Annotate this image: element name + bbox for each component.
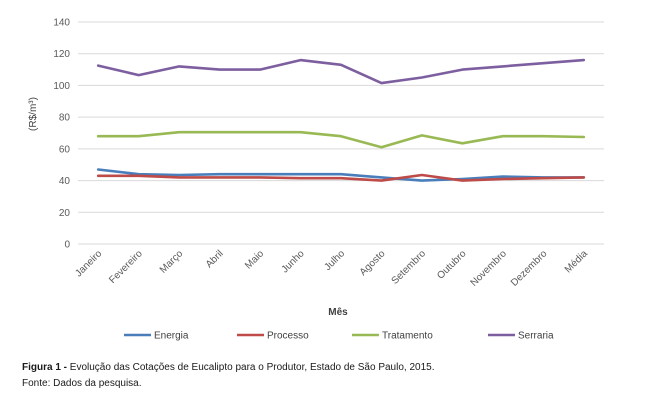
y-tick-label: 140: [53, 18, 70, 29]
line-chart: 0 20 40 60 80 100 120 140 Janeiro Fevereiro Março…: [28, 18, 604, 342]
legend-label-processo: Processo: [267, 331, 309, 342]
y-axis-title: (R$/m³): [28, 97, 39, 131]
x-tick-label: Abril: [204, 248, 226, 270]
figure-caption-label: Figura 1 -: [22, 362, 68, 373]
legend-label-tratamento: Tratamento: [382, 331, 433, 342]
x-axis-title: Mês: [328, 307, 348, 318]
x-tick-label: Média: [563, 248, 590, 275]
y-tick-label: 0: [64, 240, 70, 251]
x-tick-label: Fevereiro: [107, 248, 145, 286]
series-line-tratamento: [96, 130, 586, 149]
x-tick-label: Março: [158, 248, 186, 276]
figure-caption: Figura 1 - Evolução das Cotações de Euca…: [22, 362, 435, 373]
y-tick-label: 100: [53, 81, 70, 92]
series-line-energia: [96, 168, 586, 182]
x-tick-label: Janeiro: [73, 248, 104, 279]
series-line-processo: [96, 173, 586, 182]
gridlines: [78, 21, 604, 245]
y-tick-label: 80: [59, 113, 71, 124]
legend: Energia Processo Tratamento Serraria: [124, 331, 554, 342]
source-note: Fonte: Dados da pesquisa.: [22, 378, 142, 389]
x-tick-label: Dezembro: [509, 248, 550, 289]
x-tick-label: Junho: [280, 248, 307, 275]
x-axis-ticks: Janeiro Fevereiro Março Abril Maio Junho Julho…: [73, 248, 590, 289]
x-tick-label: Setembro: [390, 248, 429, 287]
figure-caption-text: Evolução das Cotações de Eucalipto para …: [67, 362, 435, 373]
legend-label-energia: Energia: [154, 331, 189, 342]
y-tick-label: 20: [59, 208, 71, 219]
x-tick-label: Agosto: [358, 248, 388, 278]
x-tick-label: Novembro: [469, 248, 510, 289]
y-tick-label: 60: [59, 144, 71, 155]
x-tick-label: Outubro: [435, 248, 469, 282]
legend-label-serraria: Serraria: [518, 331, 554, 342]
y-tick-label: 40: [59, 176, 71, 187]
x-tick-label: Julho: [322, 248, 347, 273]
x-tick-label: Maio: [243, 248, 266, 271]
y-tick-label: 120: [53, 49, 70, 60]
y-axis-ticks: 0 20 40 60 80 100 120 140: [53, 18, 70, 251]
series-line-serraria: [96, 58, 586, 85]
series-lines: [96, 58, 586, 182]
